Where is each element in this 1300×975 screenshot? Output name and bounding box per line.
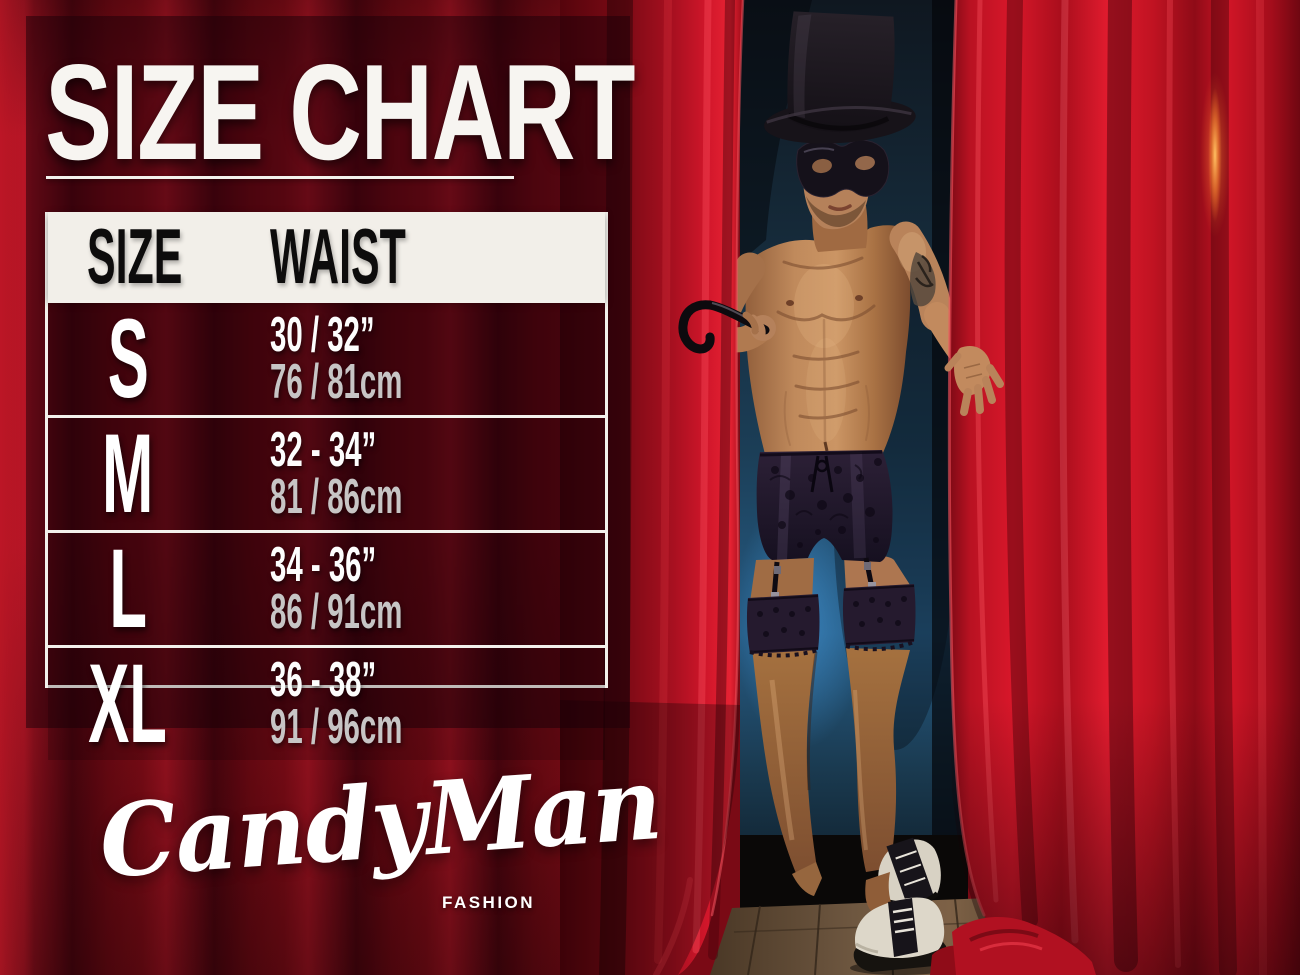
size-label: L — [109, 526, 147, 651]
page-title: SIZE CHART — [45, 36, 636, 188]
waist-values: 32 - 34” 81 / 86cm — [270, 423, 403, 524]
waist-values: 34 - 36” 86 / 91cm — [270, 538, 403, 639]
table-header-row: SIZE WAIST — [48, 212, 605, 300]
legs — [752, 648, 910, 878]
waist-values: 30 / 32” 76 / 81cm — [270, 308, 403, 409]
top-hat-icon — [764, 11, 916, 144]
cane-icon — [678, 300, 770, 354]
model-head — [764, 11, 916, 252]
drawstring — [810, 455, 834, 493]
chart-backdrop-panel — [26, 16, 630, 728]
saddle-shoe-front — [853, 897, 947, 972]
curtain-floor-cloth — [930, 917, 1096, 975]
lace-shorts — [756, 450, 893, 562]
column-header-size: SIZE — [87, 212, 183, 300]
curtain-right — [930, 0, 1300, 975]
model-figure — [705, 11, 977, 975]
saddle-shoe-rear — [878, 837, 941, 908]
arm-tattoo — [910, 252, 936, 307]
waist-values: 36 - 38” 91 / 96cm — [270, 653, 403, 754]
lace-garter-bands — [746, 584, 916, 658]
size-label: S — [107, 296, 149, 421]
size-label: M — [102, 411, 154, 536]
table-row: XL 36 - 38” 91 / 96cm — [48, 645, 605, 760]
size-table: SIZE WAIST S 30 / 32” 76 / 81cm M 32 - 3… — [45, 212, 608, 760]
model-photo — [560, 0, 1300, 975]
title-underline — [46, 176, 514, 179]
open-hand — [944, 346, 1004, 416]
table-row: M 32 - 34” 81 / 86cm — [48, 415, 605, 530]
column-header-waist: WAIST — [270, 212, 406, 300]
size-label: XL — [88, 641, 168, 766]
table-row: L 34 - 36” 86 / 91cm — [48, 530, 605, 645]
table-row: S 30 / 32” 76 / 81cm — [48, 300, 605, 415]
brand-tagline: FASHION — [442, 893, 536, 912]
masquerade-mask-icon — [796, 139, 890, 198]
brand-logo: CandyMan FASHION — [96, 744, 665, 947]
